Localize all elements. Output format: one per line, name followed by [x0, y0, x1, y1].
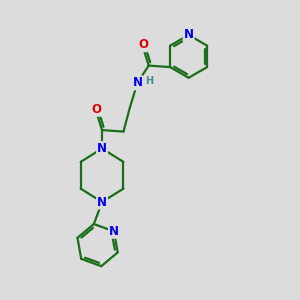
Text: N: N — [132, 76, 142, 89]
Text: N: N — [97, 196, 107, 208]
Text: N: N — [184, 28, 194, 41]
Text: N: N — [109, 225, 119, 238]
Text: O: O — [138, 38, 148, 51]
Text: O: O — [92, 103, 102, 116]
Text: H: H — [145, 76, 153, 86]
Text: N: N — [97, 142, 107, 155]
